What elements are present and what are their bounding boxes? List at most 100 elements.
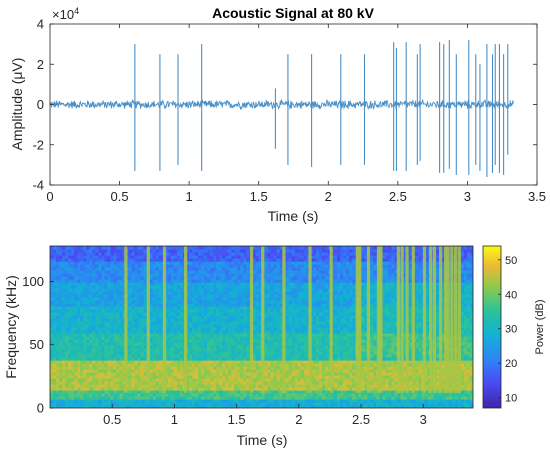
spectrogram-cell xyxy=(309,321,314,325)
spectrogram-cell xyxy=(334,360,338,364)
spectrogram-cell xyxy=(195,348,199,352)
spectrogram-cell xyxy=(349,387,353,391)
spectrogram-cell xyxy=(222,372,226,376)
spectrogram-cell xyxy=(210,342,214,346)
spectrogram-cell xyxy=(231,378,235,382)
spectrogram-cell xyxy=(228,390,232,394)
spectrogram-cell xyxy=(346,336,350,340)
spectrogram-cell xyxy=(185,378,190,382)
spectrogram-cell xyxy=(294,309,299,313)
spectrogram-cell xyxy=(225,393,229,397)
spectrogram-cell xyxy=(418,378,423,382)
spectrogram-cell xyxy=(337,369,341,373)
spectrogram-cell xyxy=(252,369,257,373)
spectrogram-cell xyxy=(246,351,251,355)
spectrogram-cell xyxy=(297,399,302,403)
spectrogram-cell xyxy=(334,402,338,406)
spectrogram-cell xyxy=(391,339,396,343)
spectrogram-cell xyxy=(324,351,329,355)
spectrogram-cell xyxy=(276,357,281,361)
spectrogram-cell xyxy=(234,351,238,355)
spectrogram-cell xyxy=(334,372,338,376)
spectrogram-cell xyxy=(128,381,133,385)
spectrogram-cell xyxy=(219,405,223,408)
spectrogram-cell xyxy=(252,312,257,316)
spectrogram-cell xyxy=(185,381,190,385)
spectrogram-cell xyxy=(294,303,299,307)
spectrogram-cell xyxy=(270,324,275,328)
spectrogram-cell xyxy=(170,330,175,334)
spectrogram-cell xyxy=(324,315,329,319)
spectrogram-cell xyxy=(409,333,414,337)
spectrogram-cell xyxy=(152,348,157,352)
spectrogram-cell xyxy=(451,345,456,349)
spectrogram-cell xyxy=(294,327,299,331)
spectrogram-cell xyxy=(267,354,272,358)
spectrogram-cell xyxy=(352,339,356,343)
spectrogram-cell xyxy=(315,393,320,397)
spectrogram-cell xyxy=(273,354,278,358)
spectrogram-cell xyxy=(201,390,205,394)
spectrogram-cell xyxy=(173,381,178,385)
spectrogram-cell xyxy=(330,402,335,406)
spectrogram-cell xyxy=(430,321,435,325)
spectrogram-cell xyxy=(388,312,393,316)
spectrogram-cell xyxy=(330,363,335,367)
spectrogram-cell xyxy=(264,354,269,358)
spectrogram-cell xyxy=(436,405,441,408)
spectrogram-cell xyxy=(340,339,344,343)
spectrogram-cell xyxy=(279,318,284,322)
spectrogram-cell xyxy=(179,339,184,343)
spectrogram-cell xyxy=(216,333,220,337)
spectrogram-cell xyxy=(303,342,308,346)
spectrogram-cell xyxy=(279,309,284,313)
spectrogram-cell xyxy=(74,399,78,403)
spectrogram-cell xyxy=(98,321,102,325)
spectrogram-cell xyxy=(95,315,99,319)
spectrogram-cell xyxy=(65,315,69,319)
spectrogram-cell xyxy=(131,393,136,397)
spectrogram-cell xyxy=(89,318,93,322)
spectrogram-cell xyxy=(161,399,166,403)
spectrogram-cell xyxy=(297,372,302,376)
spectrogram-cell xyxy=(321,369,326,373)
spectrogram-cell xyxy=(59,306,63,310)
spectrogram-cell xyxy=(346,384,350,388)
spectrogram-cell xyxy=(50,378,54,382)
spectrogram-cell xyxy=(394,303,399,307)
spectrogram-cell xyxy=(246,375,251,379)
spectrogram-cell xyxy=(324,381,329,385)
spectrogram-cell xyxy=(195,330,199,334)
spectrogram-cell xyxy=(337,387,341,391)
spectrogram-cell xyxy=(252,348,257,352)
spectrogram-cell xyxy=(424,381,429,385)
spectrogram-cell xyxy=(303,387,308,391)
spectrogram-cell xyxy=(113,348,118,352)
spectrogram-cell xyxy=(116,309,121,313)
spectrogram-cell xyxy=(373,315,377,319)
spectrogram-cell xyxy=(110,396,115,400)
spectrogram-cell xyxy=(400,405,405,408)
spectrogram-cell xyxy=(376,399,380,403)
spectrogram-cell xyxy=(231,393,235,397)
spectrogram-cell xyxy=(352,342,356,346)
spectrogram-cell xyxy=(388,324,393,328)
spectrogram-cell xyxy=(252,333,257,337)
spectrogram-cell xyxy=(201,378,205,382)
spectrogram-cell xyxy=(83,306,87,310)
spectrogram-cell xyxy=(439,393,444,397)
spectrogram-cell xyxy=(300,336,305,340)
spectrogram-cell xyxy=(276,378,281,382)
spectrogram-cell xyxy=(288,309,293,313)
spectrogram-cell xyxy=(436,309,441,313)
spectrogram-cell xyxy=(240,369,244,373)
spectrogram-cell xyxy=(104,357,109,361)
spectrogram-cell xyxy=(182,396,187,400)
spectrogram-cell xyxy=(463,360,468,364)
spectrogram-cell xyxy=(192,390,196,394)
spectrogram-cell xyxy=(415,345,420,349)
spectrogram-cell xyxy=(451,303,456,307)
spectrogram-cell xyxy=(98,342,102,346)
spectrogram-cell xyxy=(104,318,109,322)
spectrogram-cell xyxy=(167,363,172,367)
